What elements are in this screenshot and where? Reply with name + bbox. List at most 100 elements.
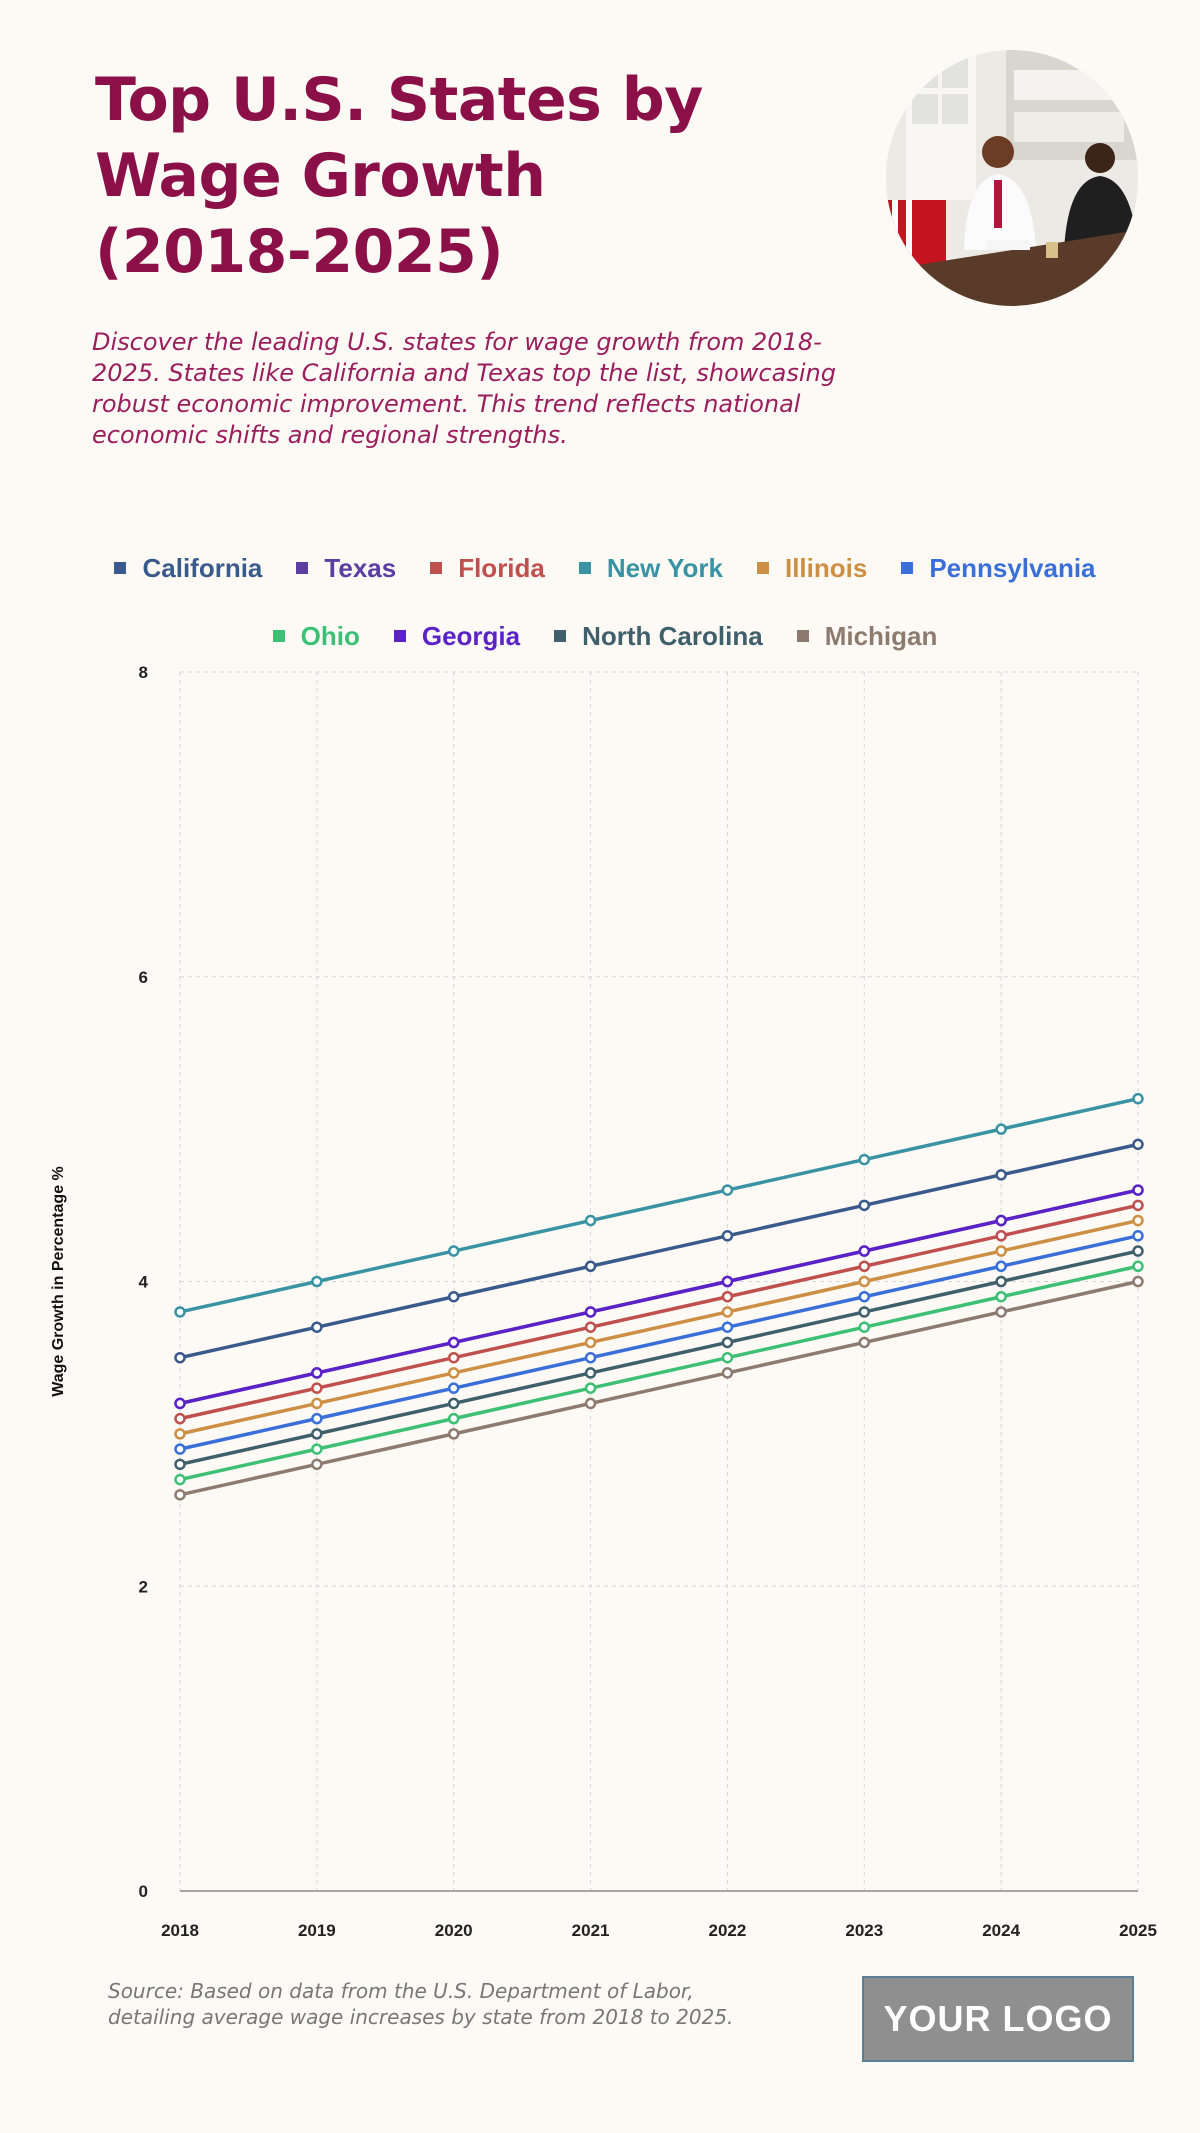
data-point bbox=[995, 1123, 1007, 1135]
data-point bbox=[995, 1275, 1007, 1288]
data-point bbox=[584, 1260, 597, 1273]
y-tick-label: 8 bbox=[139, 663, 148, 682]
data-point bbox=[174, 1412, 186, 1425]
data-point bbox=[584, 1397, 597, 1410]
data-point bbox=[858, 1306, 871, 1318]
legend-item: Illinois bbox=[756, 545, 868, 591]
data-point bbox=[1132, 1214, 1144, 1227]
data-point bbox=[995, 1214, 1007, 1227]
legend-swatch bbox=[796, 630, 809, 642]
data-point bbox=[721, 1275, 734, 1288]
y-tick-label: 2 bbox=[139, 1577, 148, 1596]
data-point bbox=[858, 1153, 871, 1166]
data-point bbox=[174, 1458, 186, 1471]
data-point bbox=[174, 1443, 186, 1455]
y-tick-label: 0 bbox=[139, 1882, 148, 1901]
data-point bbox=[858, 1290, 871, 1303]
data-point bbox=[1132, 1199, 1144, 1212]
logo-placeholder: YOUR LOGO bbox=[862, 1976, 1134, 2062]
x-tick-label: 2020 bbox=[435, 1921, 473, 1940]
legend-label: Illinois bbox=[784, 553, 868, 583]
data-point bbox=[584, 1382, 597, 1394]
legend-swatch bbox=[578, 562, 591, 574]
series-line-california bbox=[179, 1142, 1139, 1360]
data-point bbox=[1132, 1184, 1144, 1196]
data-point bbox=[311, 1428, 323, 1440]
data-point bbox=[174, 1489, 186, 1501]
data-point bbox=[721, 1184, 734, 1196]
series-line-new-york bbox=[179, 1096, 1139, 1314]
data-point bbox=[584, 1306, 597, 1318]
data-point bbox=[721, 1336, 734, 1349]
series-line-north-carolina bbox=[179, 1249, 1139, 1467]
data-point bbox=[311, 1275, 323, 1288]
data-point bbox=[721, 1230, 734, 1242]
series-line-michigan bbox=[179, 1279, 1139, 1497]
legend-swatch bbox=[756, 562, 769, 574]
data-point bbox=[995, 1245, 1007, 1257]
data-point bbox=[311, 1412, 323, 1425]
legend-label: Georgia bbox=[421, 621, 521, 651]
x-tick-label: 2021 bbox=[572, 1921, 610, 1940]
data-point bbox=[311, 1321, 323, 1333]
data-point bbox=[174, 1397, 186, 1410]
data-point bbox=[858, 1260, 871, 1273]
data-point bbox=[311, 1443, 323, 1455]
data-point bbox=[447, 1245, 460, 1257]
legend-label: Texas bbox=[324, 553, 397, 583]
data-point bbox=[174, 1351, 186, 1364]
series-line-georgia bbox=[179, 1188, 1139, 1406]
data-point bbox=[584, 1351, 597, 1364]
legend-item: Georgia bbox=[393, 613, 521, 659]
data-point bbox=[311, 1367, 323, 1379]
legend-swatch bbox=[114, 562, 127, 574]
legend-item: Ohio bbox=[272, 613, 360, 659]
legend-label: New York bbox=[606, 553, 723, 583]
data-point bbox=[447, 1336, 460, 1349]
data-point bbox=[721, 1290, 734, 1303]
series-line-illinois bbox=[179, 1218, 1139, 1436]
data-point bbox=[858, 1275, 871, 1288]
data-point bbox=[584, 1336, 597, 1349]
legend-label: North Carolina bbox=[582, 621, 763, 651]
legend-swatch bbox=[272, 630, 285, 642]
data-point bbox=[858, 1199, 871, 1212]
data-point bbox=[447, 1412, 460, 1425]
data-point bbox=[584, 1214, 597, 1227]
legend-swatch bbox=[554, 630, 567, 642]
legend-label: California bbox=[142, 553, 263, 583]
data-point bbox=[721, 1306, 734, 1318]
business-meeting-photo bbox=[886, 50, 1138, 306]
data-point bbox=[995, 1260, 1007, 1273]
legend-item: Florida bbox=[430, 545, 545, 591]
y-tick-label: 6 bbox=[139, 968, 148, 987]
data-point bbox=[721, 1367, 734, 1379]
legend-label: Florida bbox=[458, 553, 545, 583]
data-point bbox=[995, 1306, 1007, 1318]
series-line-ohio bbox=[179, 1264, 1139, 1482]
legend-swatch bbox=[296, 562, 309, 574]
data-point bbox=[447, 1397, 460, 1410]
legend-label: Pennsylvania bbox=[929, 553, 1096, 583]
data-point bbox=[447, 1382, 460, 1394]
x-tick-label: 2024 bbox=[982, 1921, 1020, 1940]
data-point bbox=[1132, 1230, 1144, 1242]
data-point bbox=[995, 1230, 1007, 1242]
data-point bbox=[447, 1367, 460, 1379]
data-point bbox=[858, 1245, 871, 1257]
data-point bbox=[447, 1290, 460, 1303]
legend-label: Michigan bbox=[824, 621, 938, 651]
legend-swatch bbox=[393, 630, 406, 642]
data-point bbox=[1132, 1092, 1144, 1105]
legend-item: Texas bbox=[296, 545, 396, 591]
data-point bbox=[311, 1458, 323, 1471]
chart-subtitle: Discover the leading U.S. states for wag… bbox=[92, 328, 836, 449]
legend-item: New York bbox=[578, 545, 723, 591]
legend-item: California bbox=[114, 545, 262, 591]
data-point bbox=[311, 1382, 323, 1394]
x-tick-label: 2022 bbox=[709, 1921, 747, 1940]
data-point bbox=[721, 1351, 734, 1364]
data-point bbox=[584, 1321, 597, 1333]
x-tick-label: 2023 bbox=[845, 1921, 883, 1940]
